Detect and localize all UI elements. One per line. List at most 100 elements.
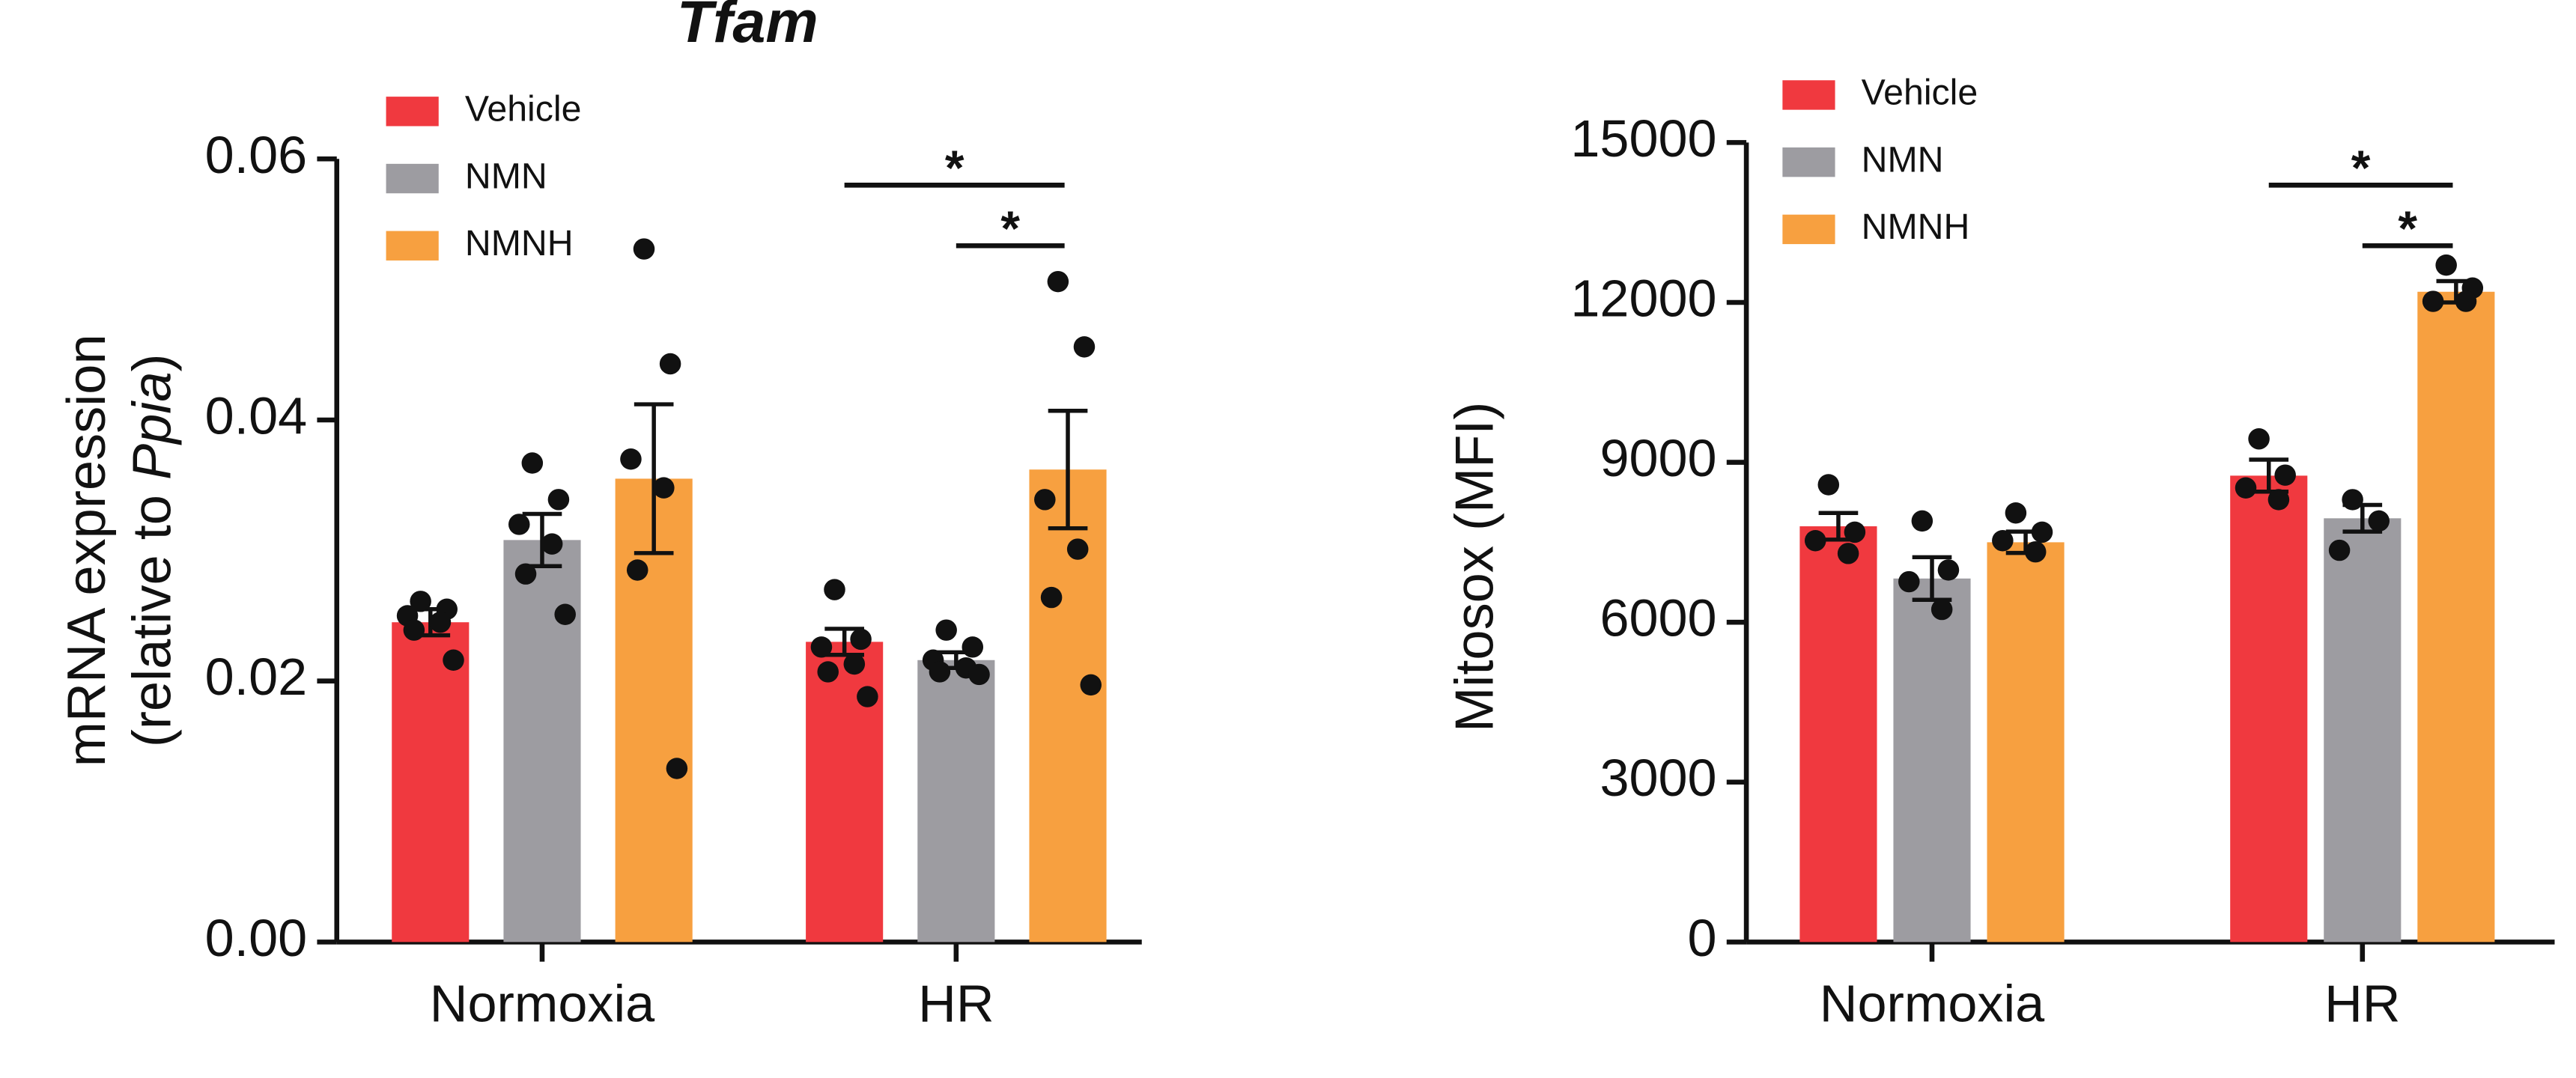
legend-swatch <box>1782 80 1835 110</box>
bar <box>1799 526 1877 943</box>
data-point <box>1073 336 1096 358</box>
y-tick-label: 0.04 <box>205 387 308 445</box>
significance-label: * <box>945 140 965 195</box>
bar <box>1893 578 1971 943</box>
bar <box>1987 542 2065 943</box>
bar <box>917 660 995 943</box>
data-point <box>429 611 452 633</box>
y-axis-label: mRNA expression <box>57 334 117 767</box>
data-point <box>2274 464 2296 486</box>
y-axis-label: (relative to Ppia) <box>122 353 182 747</box>
data-point <box>1898 570 1920 593</box>
data-point <box>659 353 681 375</box>
legend-label: Vehicle <box>1862 73 1978 113</box>
significance-label: * <box>1000 201 1020 256</box>
data-point <box>2267 489 2290 511</box>
y-axis-label: Mitosox (MFI) <box>1445 402 1505 732</box>
data-point <box>968 663 990 686</box>
data-point <box>541 533 563 555</box>
data-point <box>2368 510 2390 532</box>
y-axis-label-part: (relative to <box>122 480 182 747</box>
y-tick-label: 0.02 <box>205 648 308 706</box>
data-point <box>962 636 984 658</box>
data-point <box>2005 502 2027 524</box>
data-point <box>2455 290 2477 312</box>
data-point <box>633 238 655 260</box>
y-tick-label: 15000 <box>1570 109 1716 168</box>
legend-label: NMN <box>465 156 547 196</box>
legend-label: NMNH <box>1862 207 1970 247</box>
data-point <box>1804 530 1826 552</box>
data-point <box>1992 530 2014 552</box>
data-point <box>857 686 878 707</box>
data-point <box>817 661 839 683</box>
bar <box>2324 518 2402 943</box>
data-point <box>403 619 425 641</box>
bar <box>615 478 693 943</box>
data-point <box>2342 489 2363 511</box>
data-point <box>2235 477 2257 499</box>
data-point <box>1066 538 1089 560</box>
data-point <box>810 636 833 658</box>
data-point <box>2422 290 2444 312</box>
data-point <box>1937 559 1960 581</box>
y-tick-label: 6000 <box>1600 589 1716 648</box>
x-tick-label: Normoxia <box>430 974 654 1032</box>
legend-swatch <box>1782 147 1835 177</box>
y-tick-label: 0 <box>1688 909 1717 967</box>
legend-label: NMNH <box>465 223 574 264</box>
data-point <box>850 628 872 651</box>
significance-label: * <box>2351 140 2371 195</box>
data-point <box>508 514 530 535</box>
y-tick-label: 12000 <box>1570 270 1716 328</box>
legend-swatch <box>1782 214 1835 245</box>
x-tick-label: HR <box>2324 974 2400 1032</box>
legend-swatch <box>386 163 439 194</box>
y-axis-label-part: ) <box>122 353 182 371</box>
data-point <box>843 653 866 675</box>
data-point <box>620 448 642 470</box>
data-point <box>521 452 544 474</box>
data-point <box>2031 521 2053 543</box>
data-point <box>1040 586 1063 609</box>
error-bar <box>634 402 674 555</box>
data-point <box>1837 543 1859 564</box>
legend-swatch <box>386 231 439 261</box>
y-tick-label: 3000 <box>1600 749 1716 807</box>
legend-label: NMN <box>1862 139 1944 180</box>
data-point <box>653 477 675 499</box>
data-point <box>554 603 576 625</box>
data-point <box>1931 598 1953 621</box>
legend-swatch <box>386 97 439 127</box>
y-tick-label: 0.06 <box>205 126 308 184</box>
data-point <box>443 649 464 671</box>
data-point <box>410 591 431 612</box>
data-point <box>2435 254 2457 276</box>
data-point <box>626 559 648 581</box>
x-tick-label: HR <box>918 974 994 1032</box>
x-tick-label: Normoxia <box>1820 974 2044 1032</box>
data-point <box>1080 674 1102 696</box>
data-point <box>2024 540 2047 563</box>
bar <box>2230 475 2308 943</box>
bar <box>392 622 470 943</box>
data-point <box>547 489 570 511</box>
data-point <box>935 619 957 641</box>
chart-title: Tfam <box>677 0 818 55</box>
bar <box>1029 469 1107 943</box>
data-point <box>824 579 845 600</box>
y-axis-label-part: Ppia <box>122 371 182 480</box>
bar <box>2417 291 2495 943</box>
significance-label: * <box>2398 201 2417 256</box>
data-point <box>514 563 537 585</box>
data-point <box>929 661 951 683</box>
y-tick-label: 0.00 <box>205 909 308 967</box>
data-point <box>1817 474 1840 496</box>
error-bar <box>1048 409 1088 531</box>
data-point <box>2328 539 2351 561</box>
data-point <box>1911 510 1933 532</box>
data-point <box>1047 270 1069 293</box>
bar <box>503 540 581 943</box>
data-point <box>1034 489 1056 511</box>
